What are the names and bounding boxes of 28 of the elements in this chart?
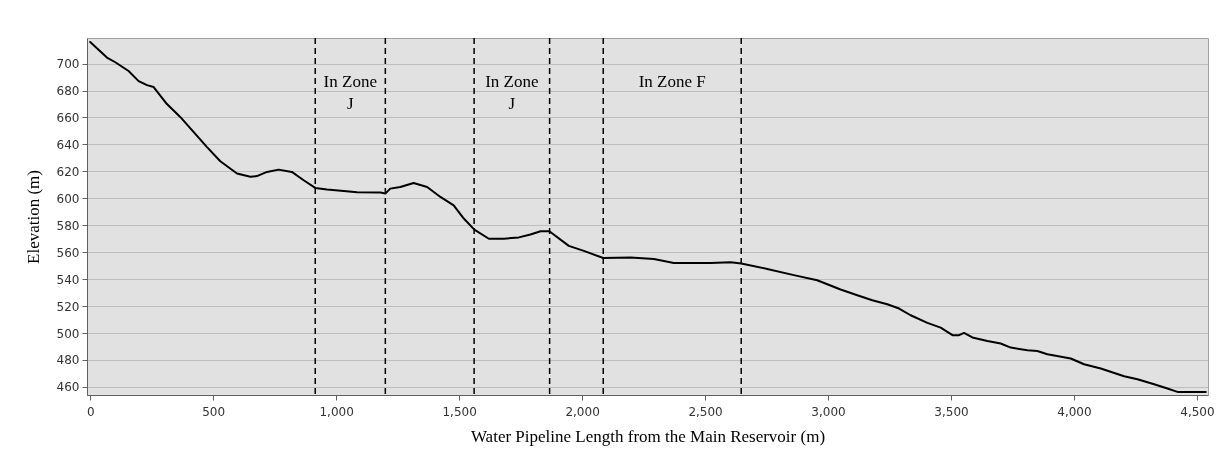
x-tick-label: 4,000	[1057, 404, 1092, 419]
x-tick-label: 1,000	[319, 404, 354, 419]
y-axis-title: Elevation (m)	[23, 170, 43, 264]
y-tick-label: 640	[56, 137, 80, 152]
annotation: In Zone J	[485, 72, 539, 113]
x-tick-label: 2,500	[688, 404, 723, 419]
y-tick-label: 460	[56, 380, 80, 395]
y-tick-label: 700	[56, 57, 80, 72]
x-tick-label: 3,000	[811, 404, 846, 419]
annotation: In Zone F	[638, 72, 706, 91]
annotation: In Zone J	[323, 72, 377, 113]
y-tick-label: 520	[56, 299, 80, 314]
x-tick-label: 1,500	[442, 404, 477, 419]
y-tick-label: 540	[56, 272, 80, 287]
y-tick-label: 500	[56, 326, 80, 341]
x-tick-label: 3,500	[934, 404, 969, 419]
y-tick-label: 600	[56, 191, 80, 206]
y-tick-label: 660	[56, 110, 80, 125]
y-tick-label: 580	[56, 218, 80, 233]
x-tick-label: 0	[86, 404, 95, 419]
y-tick-label: 680	[56, 84, 80, 99]
y-tick-label: 620	[56, 164, 80, 179]
y-tick-label: 480	[56, 353, 80, 368]
x-axis-title: Water Pipeline Length from the Main Reservoir (m)	[470, 426, 826, 446]
x-tick-label: 500	[202, 404, 226, 419]
x-tick-label: 2,000	[565, 404, 600, 419]
y-tick-label: 560	[56, 245, 80, 260]
x-tick-label: 4,500	[1180, 404, 1215, 419]
